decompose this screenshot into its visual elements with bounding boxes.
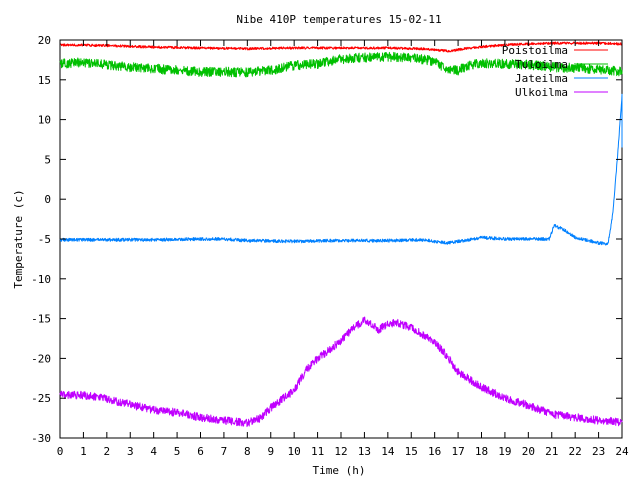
legend-label: Jateilma [515, 72, 568, 85]
x-tick-label: 3 [127, 445, 134, 458]
x-tick-label: 17 [451, 445, 464, 458]
x-tick-label: 0 [57, 445, 64, 458]
y-tick-label: -30 [31, 432, 51, 445]
y-tick-label: -25 [31, 392, 51, 405]
series-group [59, 41, 623, 428]
legend-label: Tuloilma [515, 58, 568, 71]
x-tick-label: 4 [150, 445, 157, 458]
x-tick-label: 6 [197, 445, 204, 458]
y-tick-label: -15 [31, 313, 51, 326]
x-tick-label: 7 [221, 445, 228, 458]
series-line-jateilma [59, 93, 623, 246]
x-tick-label: 12 [334, 445, 347, 458]
series-line-tuloilma [59, 51, 623, 78]
y-tick-label: 20 [38, 34, 51, 47]
y-tick-label: 0 [44, 193, 51, 206]
y-tick-label: 15 [38, 74, 51, 87]
x-tick-label: 22 [569, 445, 582, 458]
y-tick-label: 10 [38, 114, 51, 127]
x-tick-label: 13 [358, 445, 371, 458]
legend-label: Poistoilma [502, 44, 568, 57]
x-tick-label: 2 [104, 445, 111, 458]
x-tick-label: 9 [267, 445, 274, 458]
y-tick-label: -20 [31, 352, 51, 365]
series-line-ulkoilma [59, 316, 623, 428]
x-tick-label: 1 [80, 445, 87, 458]
legend-label: Ulkoilma [515, 86, 568, 99]
x-tick-label: 11 [311, 445, 324, 458]
x-tick-label: 14 [381, 445, 395, 458]
x-tick-label: 23 [592, 445, 605, 458]
y-axis-label: Temperature (c) [12, 189, 25, 288]
x-tick-label: 20 [522, 445, 535, 458]
chart-title: Nibe 410P temperatures 15-02-11 [236, 13, 441, 26]
x-tick-label: 19 [498, 445, 511, 458]
x-axis-label: Time (h) [313, 464, 366, 477]
x-tick-label: 21 [545, 445, 558, 458]
x-tick-label: 10 [288, 445, 301, 458]
x-tick-label: 15 [405, 445, 418, 458]
y-tick-label: -10 [31, 273, 51, 286]
x-tick-label: 8 [244, 445, 251, 458]
ticks-group: 0 1 2 3 4 5 6 7 8 9 10 11 12 13 14 15 16 17 18 19 20 21 22 23 24… [31, 34, 629, 458]
x-tick-label: 24 [615, 445, 629, 458]
y-tick-label: -5 [38, 233, 51, 246]
x-tick-label: 18 [475, 445, 488, 458]
x-tick-label: 5 [174, 445, 181, 458]
x-tick-label: 16 [428, 445, 441, 458]
y-tick-label: 5 [44, 153, 51, 166]
